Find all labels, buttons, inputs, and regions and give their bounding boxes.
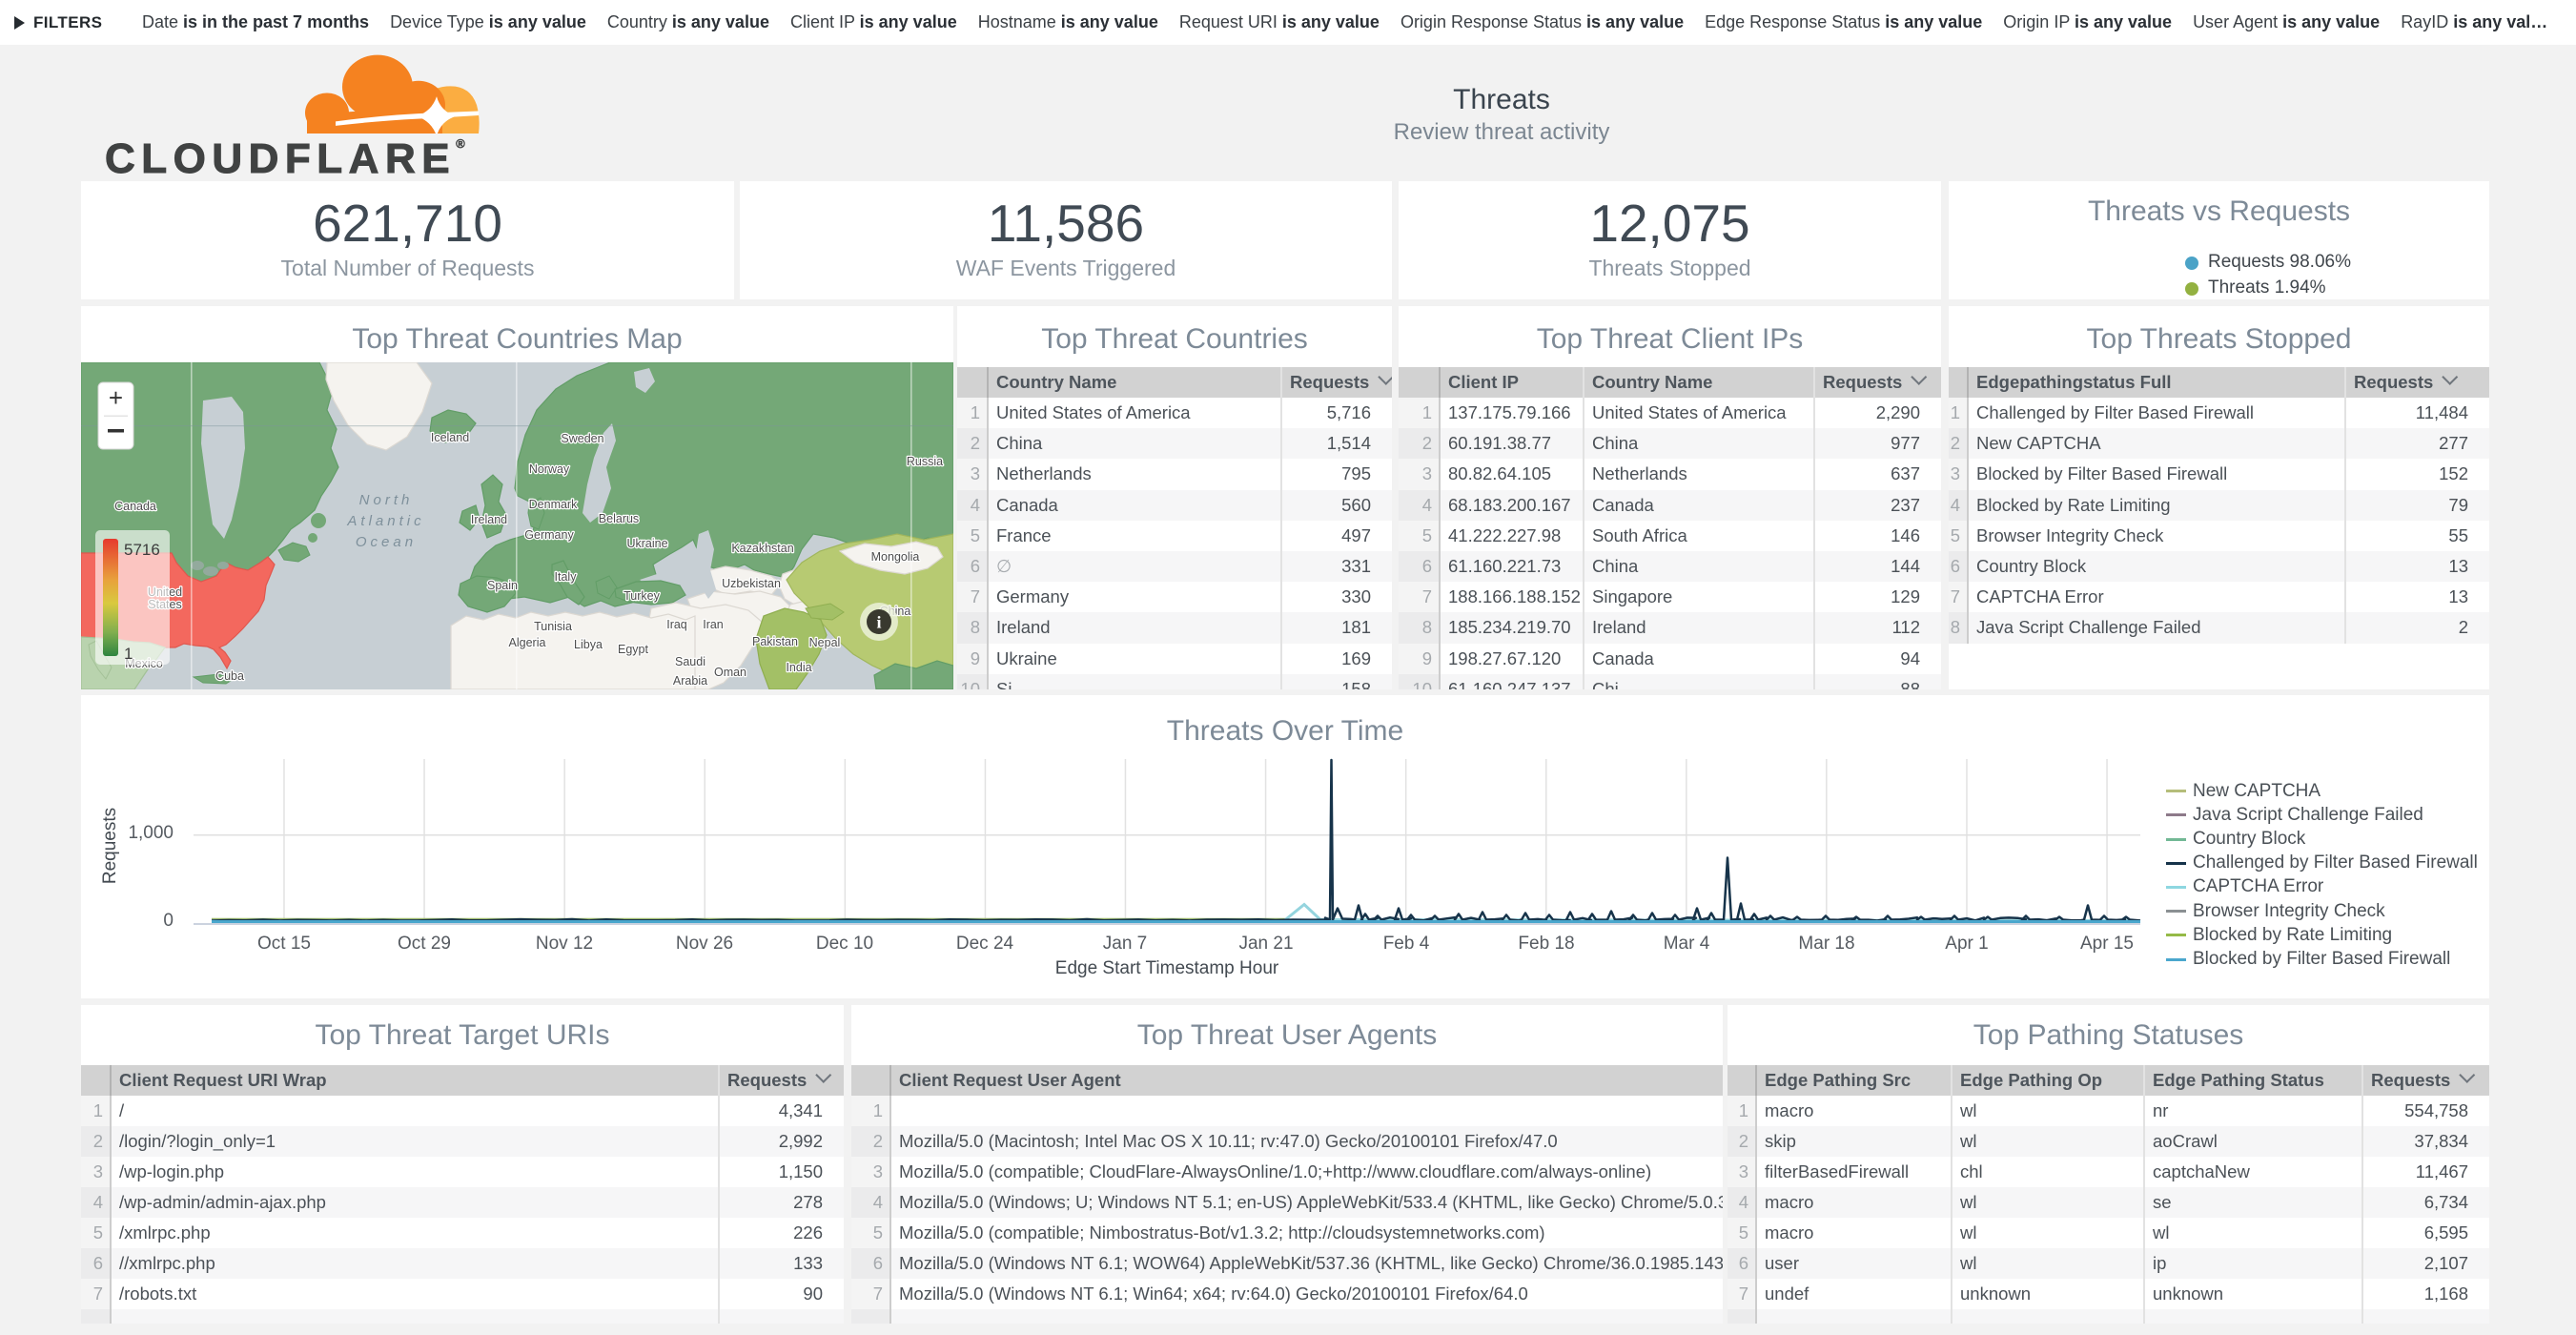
svg-text:Sweden: Sweden	[561, 432, 603, 445]
svg-text:India: India	[786, 661, 811, 674]
svg-text:Pakistan: Pakistan	[752, 635, 798, 648]
svg-text:Spain: Spain	[487, 579, 518, 592]
svg-text:Ocean: Ocean	[356, 534, 417, 550]
svg-text:Algeria: Algeria	[509, 636, 546, 649]
svg-text:Libya: Libya	[574, 638, 603, 651]
svg-text:Ukraine: Ukraine	[626, 537, 667, 550]
svg-text:Russia: Russia	[907, 455, 943, 468]
svg-text:Ireland: Ireland	[471, 513, 507, 526]
svg-text:North: North	[359, 492, 414, 508]
svg-text:Iceland: Iceland	[431, 431, 469, 444]
svg-text:Turkey: Turkey	[624, 589, 660, 603]
svg-text:Egypt: Egypt	[618, 643, 648, 656]
svg-text:Iran: Iran	[703, 618, 724, 631]
svg-text:Kazakhstan: Kazakhstan	[731, 542, 793, 555]
svg-text:Oman: Oman	[714, 666, 746, 679]
svg-text:1: 1	[124, 645, 133, 663]
svg-text:Belarus: Belarus	[599, 512, 639, 525]
svg-text:5716: 5716	[124, 541, 160, 559]
svg-text:Cuba: Cuba	[215, 669, 244, 683]
svg-text:Iraq: Iraq	[666, 618, 687, 631]
svg-text:Arabia: Arabia	[673, 674, 707, 688]
svg-text:Tunisia: Tunisia	[534, 620, 572, 633]
svg-text:Denmark: Denmark	[529, 498, 578, 511]
svg-text:Italy: Italy	[555, 570, 578, 584]
svg-text:Atlantic: Atlantic	[346, 513, 424, 529]
svg-text:Germany: Germany	[524, 528, 574, 542]
svg-text:Mongolia: Mongolia	[871, 550, 920, 564]
svg-text:Norway: Norway	[529, 462, 570, 476]
svg-text:Uzbekistan: Uzbekistan	[722, 577, 781, 590]
svg-text:+: +	[109, 383, 123, 412]
svg-text:Canada: Canada	[114, 500, 156, 513]
svg-text:Nepal: Nepal	[809, 636, 841, 649]
svg-text:i: i	[876, 613, 881, 632]
svg-text:Saudi: Saudi	[675, 655, 705, 668]
